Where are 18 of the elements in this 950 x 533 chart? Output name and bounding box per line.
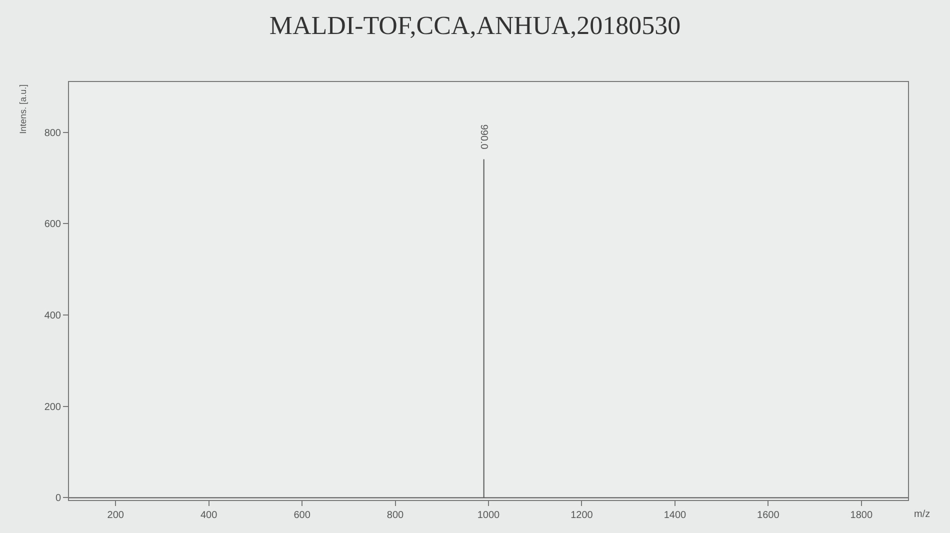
x-tick-label: 800	[386, 510, 404, 521]
y-tick-label: 400	[44, 310, 62, 322]
y-tick-label: 800	[44, 128, 62, 139]
annotation: 990.0	[478, 124, 489, 150]
x-tick-label: 1400	[664, 510, 686, 521]
x-tick-label: 400	[200, 510, 218, 521]
x-axis-title: m/z	[914, 509, 930, 520]
x-tick-label: 1200	[570, 510, 594, 521]
y-axis-title: Intens. [a.u.]	[18, 84, 28, 134]
x-tick-label: 200	[107, 510, 124, 521]
y-tick-label: 600	[44, 219, 62, 230]
x-tick-label: 1600	[757, 510, 780, 521]
x-tick-label: 600	[294, 510, 311, 521]
y-tick-label: 0	[55, 493, 62, 504]
y-tick-label: 200	[44, 402, 62, 413]
x-tick-label: 1000	[477, 510, 500, 521]
x-tick-label: 1800	[850, 510, 873, 521]
chart-title: MALDI-TOF,CCA,ANHUA,20180530	[269, 11, 681, 40]
